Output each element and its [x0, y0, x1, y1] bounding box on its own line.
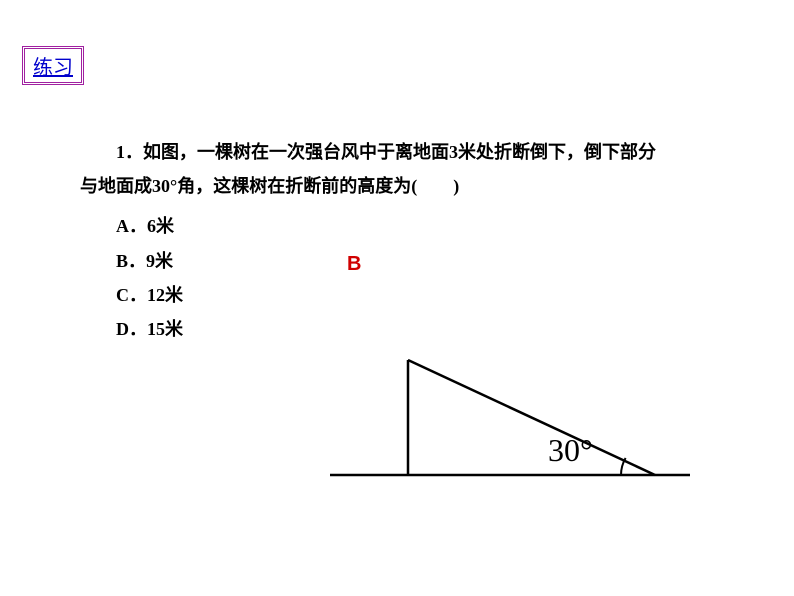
options-list: A．6米 B．9米 C．12米 D．15米 [80, 209, 700, 346]
option-c: C．12米 [80, 278, 700, 312]
practice-badge: 练习 [22, 46, 84, 85]
triangle-diagram [330, 335, 690, 505]
option-b: B．9米 [80, 244, 700, 278]
option-a: A．6米 [80, 209, 700, 243]
question-stem-line1: 1．如图，一棵树在一次强台风中于离地面3米处折断倒下，倒下部分 [80, 135, 700, 169]
question-stem-line2: 与地面成30°角，这棵树在折断前的高度为( ) [80, 169, 700, 203]
answer-label: B [347, 253, 361, 276]
angle-label: 30° [548, 432, 593, 469]
question-block: 1．如图，一棵树在一次强台风中于离地面3米处折断倒下，倒下部分 与地面成30°角… [80, 135, 700, 346]
fallen-part [408, 360, 655, 475]
